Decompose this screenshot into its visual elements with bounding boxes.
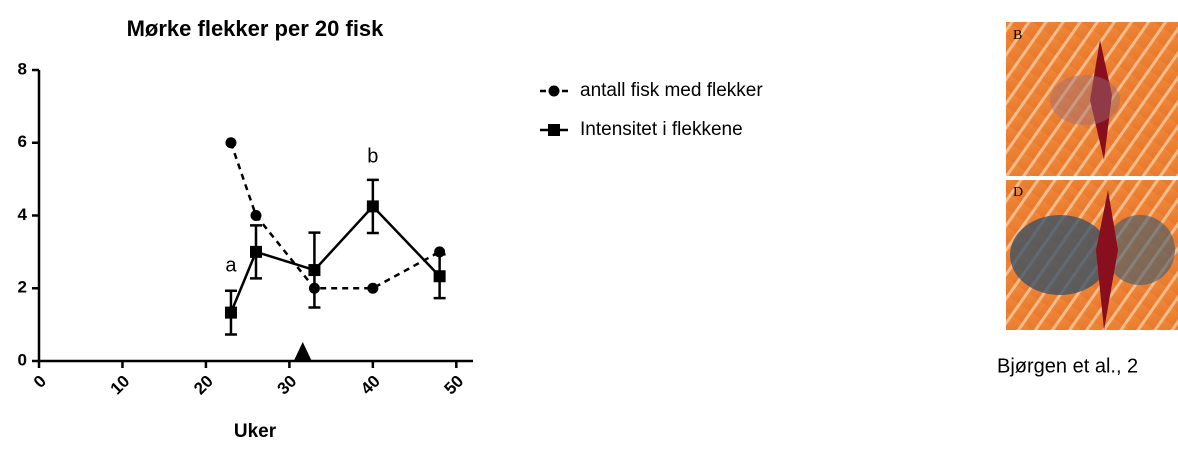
x-axis-label: Uker — [234, 421, 277, 442]
y-tick-label: 2 — [18, 278, 27, 297]
photo-panel: B D Bjørgen et al., 2 — [997, 22, 1178, 377]
chart-title: Mørke flekker per 20 fisk — [127, 16, 385, 41]
legend-marker — [548, 85, 560, 97]
event-marker — [293, 342, 312, 361]
legend-marker — [548, 124, 560, 136]
y-tick-label: 8 — [18, 59, 27, 78]
y-tick-label: 6 — [18, 132, 27, 151]
series-line — [229, 142, 441, 290]
x-tick-label: 50 — [440, 372, 467, 399]
legend-label: antall fisk med flekker — [580, 80, 763, 101]
panel-label: B — [1013, 28, 1022, 43]
x-tick-label: 40 — [357, 372, 384, 399]
photo-detail — [1105, 215, 1175, 285]
series-line — [229, 204, 441, 314]
panel-label: D — [1013, 185, 1023, 200]
point — [224, 306, 237, 319]
point — [367, 282, 379, 294]
y-tick-label: 4 — [18, 205, 28, 224]
legend-label: Intensitet i flekkene — [580, 119, 743, 140]
annotation: a — [225, 255, 237, 277]
point — [366, 200, 379, 213]
photo-detail — [1010, 215, 1110, 295]
point — [308, 264, 321, 277]
photo-detail — [1096, 190, 1118, 330]
point — [433, 270, 446, 283]
caption: Bjørgen et al., 2 — [997, 355, 1138, 377]
annotation: b — [367, 146, 378, 168]
point — [250, 210, 262, 221]
point — [225, 137, 237, 149]
y-tick-label: 0 — [18, 350, 27, 369]
point — [250, 245, 262, 258]
x-tick-label: 20 — [190, 372, 217, 399]
photo-detail — [1090, 40, 1112, 160]
x-tick-label: 30 — [274, 372, 301, 399]
photo-detail — [1050, 75, 1120, 125]
x-tick-label: 10 — [107, 372, 134, 399]
x-tick-label: 0 — [30, 372, 50, 392]
